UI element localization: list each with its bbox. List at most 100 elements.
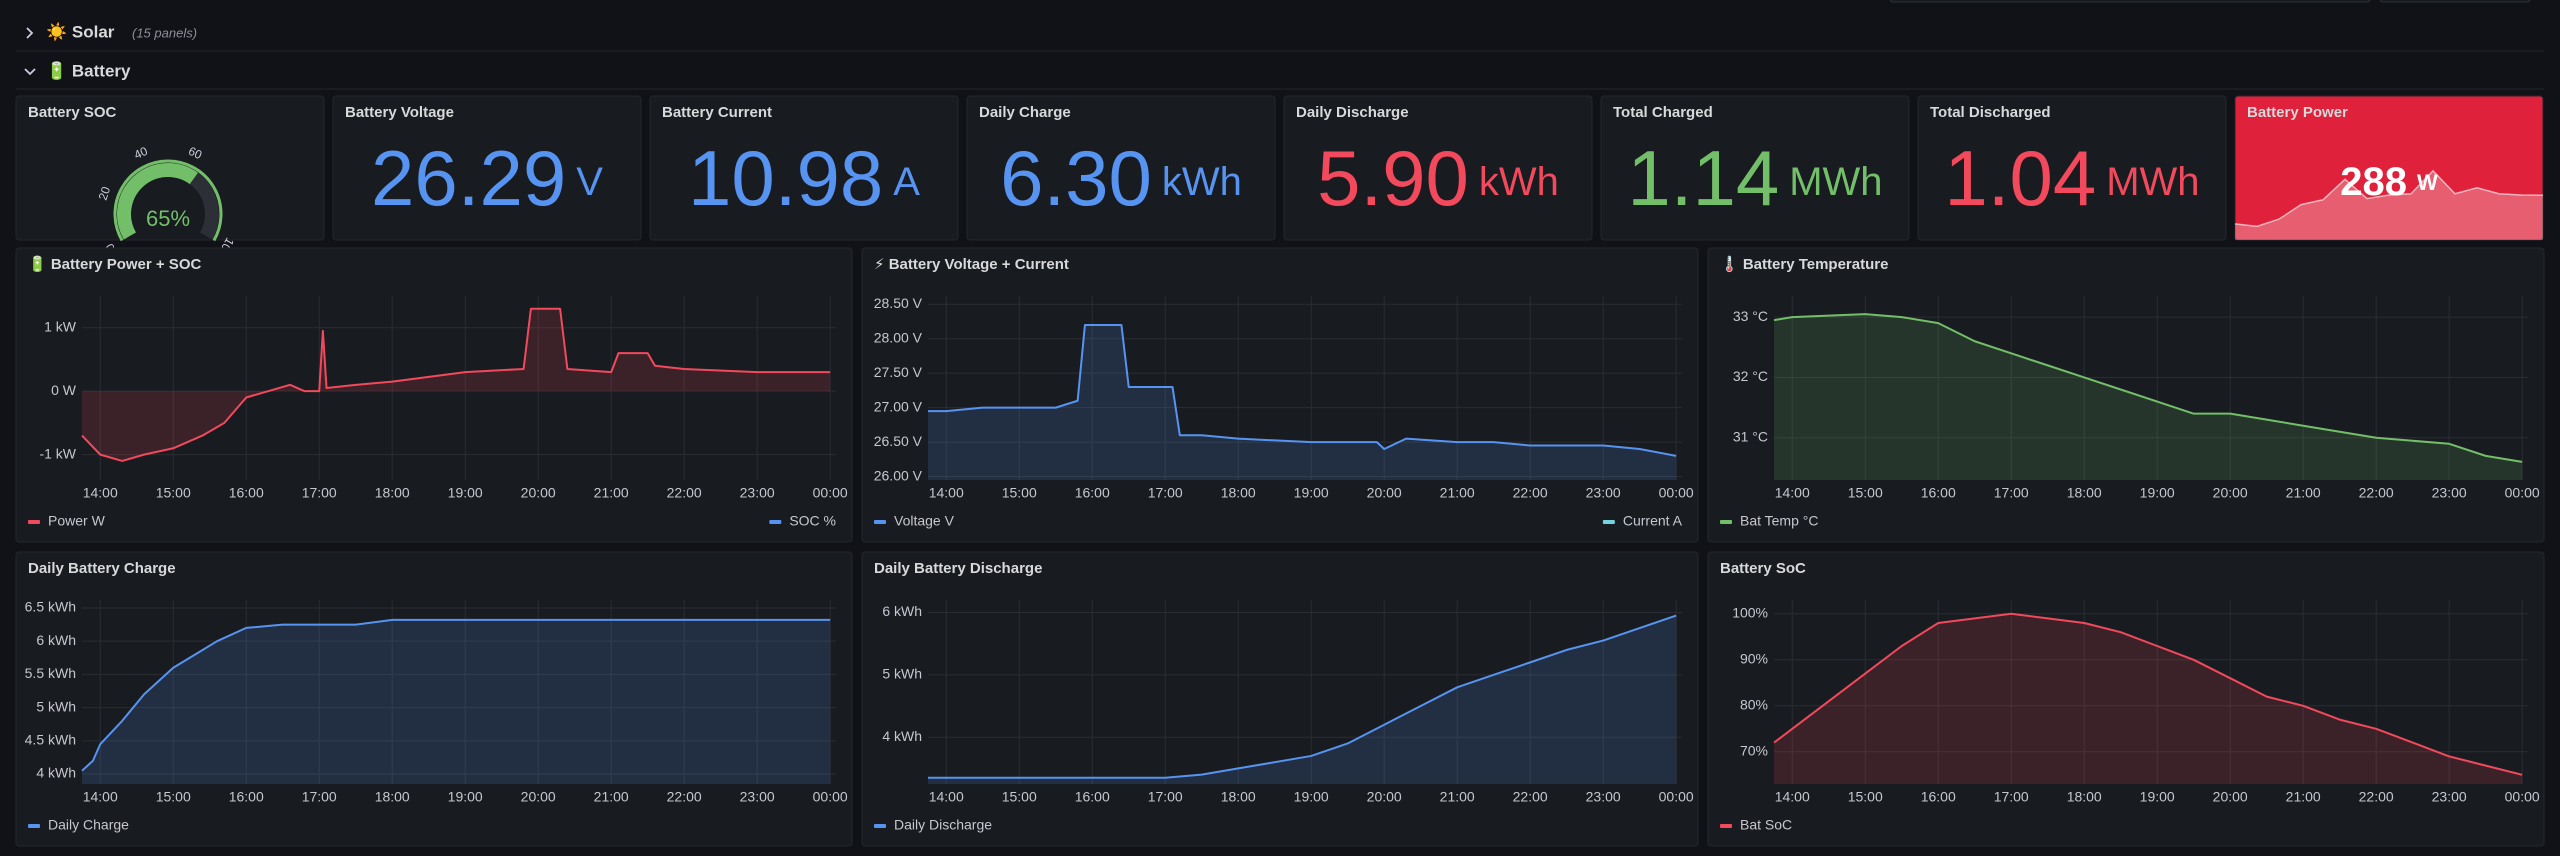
stat-panel xyxy=(1283,95,1593,241)
x-tick-label: 17:00 xyxy=(1994,485,2029,501)
chart-panel xyxy=(1707,247,2545,543)
x-tick-label: 18:00 xyxy=(1221,789,1256,805)
x-tick-label: 00:00 xyxy=(2505,789,2540,805)
x-tick-label: 22:00 xyxy=(1513,789,1548,805)
gauge-tick-label: 60 xyxy=(186,144,204,162)
x-tick-label: 22:00 xyxy=(1513,485,1548,501)
y-tick-label: 27.00 V xyxy=(874,398,923,414)
series-line xyxy=(1773,313,2523,463)
x-tick-label: 23:00 xyxy=(1586,485,1621,501)
chart-panel xyxy=(15,551,853,847)
x-tick-label: 15:00 xyxy=(156,485,191,501)
series-line xyxy=(928,614,1677,779)
gauge-tick-label: 40 xyxy=(132,144,150,162)
x-tick-label: 17:00 xyxy=(302,789,337,805)
y-tick-label: 27.50 V xyxy=(874,364,923,380)
legend-swatch xyxy=(874,824,886,828)
y-tick-label: 26.50 V xyxy=(874,433,923,449)
stat-panel xyxy=(1600,95,1910,241)
toolbar-box[interactable] xyxy=(2379,0,2531,3)
x-tick-label: 23:00 xyxy=(2432,789,2467,805)
legend-swatch xyxy=(1720,520,1732,524)
stat-unit: V xyxy=(576,160,603,204)
stat-value: 10.98 A xyxy=(688,134,920,222)
stat-number: 1.14 xyxy=(1627,134,1779,222)
x-tick-label: 14:00 xyxy=(83,789,118,805)
row-title[interactable]: ☀️ Solar xyxy=(46,21,115,42)
x-tick-label: 14:00 xyxy=(929,485,964,501)
y-tick-label: 70% xyxy=(1740,743,1768,759)
series-area xyxy=(928,615,1677,784)
toolbar-box[interactable] xyxy=(1889,0,2371,3)
row-chevron[interactable] xyxy=(24,68,36,76)
x-tick-label: 18:00 xyxy=(375,485,410,501)
x-tick-label: 21:00 xyxy=(2286,485,2321,501)
chart-panel xyxy=(1707,551,2545,847)
x-tick-label: 21:00 xyxy=(1440,485,1475,501)
stat-value: 5.90 kWh xyxy=(1317,134,1559,222)
stat-unit: A xyxy=(893,160,920,204)
x-tick-label: 16:00 xyxy=(1921,485,1956,501)
stat-number: 288 xyxy=(2340,160,2407,204)
sparkline-area xyxy=(2235,170,2543,240)
x-tick-label: 00:00 xyxy=(1659,789,1694,805)
x-tick-label: 19:00 xyxy=(1294,789,1329,805)
stat-unit: kWh xyxy=(1162,160,1242,204)
y-tick-label: 0 W xyxy=(51,382,77,398)
x-tick-label: 14:00 xyxy=(83,485,118,501)
y-tick-label: 26.00 V xyxy=(874,467,923,483)
series-area xyxy=(82,619,831,784)
x-tick-label: 14:00 xyxy=(1775,485,1810,501)
legend-swatch xyxy=(28,520,40,524)
x-tick-label: 22:00 xyxy=(667,485,702,501)
y-tick-label: 5 kWh xyxy=(36,698,76,714)
y-tick-label: 6.5 kWh xyxy=(25,599,76,615)
x-tick-label: 20:00 xyxy=(2213,789,2248,805)
y-tick-label: 6 kWh xyxy=(882,603,922,619)
row-chevron[interactable] xyxy=(26,27,34,39)
y-tick-label: 5.5 kWh xyxy=(25,665,76,681)
stat-title: Daily Discharge xyxy=(1296,104,1409,121)
stat-title: Daily Charge xyxy=(979,104,1071,121)
stat-number: 26.29 xyxy=(371,134,566,222)
x-tick-label: 20:00 xyxy=(521,789,556,805)
row-title[interactable]: 🔋 Battery xyxy=(46,60,131,80)
chart-title: 🌡️ Battery Temperature xyxy=(1720,255,1888,273)
series-area xyxy=(82,308,831,461)
legend-label: Bat SoC xyxy=(1740,817,1792,833)
y-tick-label: 28.50 V xyxy=(874,295,923,311)
y-tick-label: 28.00 V xyxy=(874,329,923,345)
stat-unit: W xyxy=(2417,170,2438,195)
x-tick-label: 19:00 xyxy=(2140,485,2175,501)
x-tick-label: 23:00 xyxy=(2432,485,2467,501)
x-tick-label: 14:00 xyxy=(1775,789,1810,805)
stat-value: 6.30 kWh xyxy=(1000,134,1242,222)
stat-value: 26.29 V xyxy=(371,134,603,222)
stat-number: 6.30 xyxy=(1000,134,1152,222)
gauge-tick-label: 20 xyxy=(96,185,114,202)
x-tick-label: 15:00 xyxy=(1848,789,1883,805)
chart-title: ⚡ Battery Voltage + Current xyxy=(874,256,1069,273)
x-tick-label: 00:00 xyxy=(813,789,848,805)
x-tick-label: 16:00 xyxy=(1075,485,1110,501)
series-area xyxy=(1774,314,2523,480)
stat-title: Total Discharged xyxy=(1930,104,2051,121)
x-tick-label: 17:00 xyxy=(302,485,337,501)
legend-swatch xyxy=(1720,824,1732,828)
x-tick-label: 18:00 xyxy=(2067,789,2102,805)
x-tick-label: 00:00 xyxy=(813,485,848,501)
stat-number: 10.98 xyxy=(688,134,883,222)
x-tick-label: 18:00 xyxy=(2067,485,2102,501)
y-tick-label: -1 kW xyxy=(39,445,76,461)
chart-panel xyxy=(861,247,1699,543)
series-line xyxy=(81,618,831,772)
x-tick-label: 23:00 xyxy=(740,485,775,501)
series-area xyxy=(1774,613,2523,784)
gauge-value xyxy=(117,163,198,240)
x-tick-label: 16:00 xyxy=(229,485,264,501)
x-tick-label: 19:00 xyxy=(448,789,483,805)
y-tick-label: 4.5 kWh xyxy=(25,732,76,748)
legend-label: Voltage V xyxy=(894,513,955,529)
y-tick-label: 31 °C xyxy=(1733,428,1768,444)
